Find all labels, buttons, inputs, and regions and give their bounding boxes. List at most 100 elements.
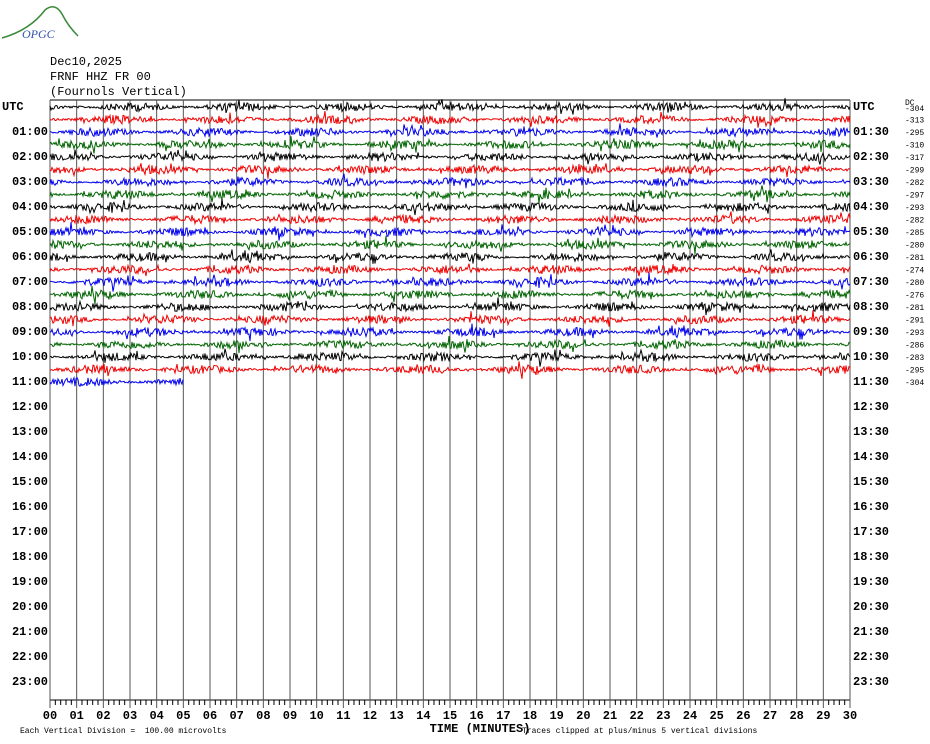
right-time-label: 14:30 [853, 450, 889, 464]
right-time-label: 12:30 [853, 400, 889, 414]
dc-label: DC [905, 99, 915, 108]
dc-offset: -274 [905, 267, 924, 276]
dc-offset: -281 [905, 304, 924, 313]
x-tick-label: 23 [656, 709, 670, 723]
left-time-label: 23:00 [12, 675, 48, 689]
left-time-label: 10:00 [12, 350, 48, 364]
dc-offset: -280 [905, 279, 924, 288]
station: FRNF HHZ FR 00 [50, 70, 151, 84]
x-tick-label: 15 [443, 709, 457, 723]
seismic-trace [49, 348, 851, 367]
dc-offset: -281 [905, 254, 924, 263]
x-tick-label: 13 [389, 709, 403, 723]
seismic-trace [49, 185, 851, 204]
seismic-trace [49, 163, 851, 179]
left-time-label: UTC [2, 100, 24, 114]
right-time-label: 11:30 [853, 375, 889, 389]
x-tick-label: 07 [229, 709, 243, 723]
right-time-label: 02:30 [853, 150, 889, 164]
left-time-label: 04:00 [12, 200, 48, 214]
right-time-label: 13:30 [853, 425, 889, 439]
right-time-label: 07:30 [853, 275, 889, 289]
left-time-label: 07:00 [12, 275, 48, 289]
dc-offset: -293 [905, 329, 924, 338]
seismic-trace [49, 310, 851, 327]
logo: OPGC [22, 27, 56, 41]
x-tick-label: 24 [683, 709, 697, 723]
x-tick-label: 19 [549, 709, 563, 723]
left-time-label: 22:00 [12, 650, 48, 664]
seismic-trace [49, 235, 851, 254]
seismic-trace [49, 198, 851, 216]
x-tick-label: 08 [256, 709, 270, 723]
seismic-trace [49, 272, 851, 292]
left-time-label: 12:00 [12, 400, 48, 414]
left-time-label: 19:00 [12, 575, 48, 589]
seismic-trace [49, 361, 851, 379]
dc-offset: -304 [905, 105, 924, 114]
dc-offset: -299 [905, 167, 924, 176]
seismic-trace [49, 211, 851, 226]
dc-offset: -295 [905, 367, 924, 376]
x-tick-label: 02 [96, 709, 110, 723]
seismic-trace [49, 149, 851, 165]
left-time-label: 14:00 [12, 450, 48, 464]
dc-offset: -276 [905, 292, 924, 301]
right-time-label: 20:30 [853, 600, 889, 614]
dc-offset: -282 [905, 179, 924, 188]
left-time-label: 03:00 [12, 175, 48, 189]
x-tick-label: 01 [69, 709, 83, 723]
left-time-label: 01:00 [12, 125, 48, 139]
clip-note: Traces clipped at plus/minus 5 vertical … [522, 727, 757, 736]
seismic-trace [49, 286, 851, 304]
seismic-trace [49, 222, 851, 241]
seismic-trace [49, 376, 184, 388]
left-time-label: 16:00 [12, 500, 48, 514]
seismic-trace [49, 263, 851, 277]
seismic-trace [49, 249, 851, 264]
x-tick-label: 17 [496, 709, 510, 723]
x-tick-label: 29 [816, 709, 830, 723]
right-time-label: 01:30 [853, 125, 889, 139]
dc-offset: -310 [905, 142, 924, 151]
x-tick-label: 03 [123, 709, 137, 723]
seismic-trace [49, 98, 851, 115]
right-time-label: 15:30 [853, 475, 889, 489]
scale-note: Each Vertical Division = 100.00 microvol… [20, 727, 227, 736]
x-tick-label: 05 [176, 709, 190, 723]
right-time-label: 23:30 [853, 675, 889, 689]
seismic-trace [49, 323, 851, 342]
right-time-label: 09:30 [853, 325, 889, 339]
dc-offset: -295 [905, 129, 924, 138]
seismic-trace [49, 335, 851, 354]
right-time-label: 22:30 [853, 650, 889, 664]
x-tick-label: 28 [789, 709, 803, 723]
left-time-label: 09:00 [12, 325, 48, 339]
x-tick-label: 18 [523, 709, 537, 723]
right-time-label: 17:30 [853, 525, 889, 539]
x-axis-label: TIME (MINUTES) [430, 722, 531, 736]
left-time-label: 20:00 [12, 600, 48, 614]
x-tick-label: 30 [843, 709, 857, 723]
left-time-label: 17:00 [12, 525, 48, 539]
left-time-label: 15:00 [12, 475, 48, 489]
x-tick-label: 09 [283, 709, 297, 723]
dc-offset: -280 [905, 242, 924, 251]
right-time-label: 05:30 [853, 225, 889, 239]
right-time-label: 18:30 [853, 550, 889, 564]
x-tick-label: 20 [576, 709, 590, 723]
logo-curve [1, 6, 79, 39]
right-time-label: 04:30 [853, 200, 889, 214]
x-tick-label: 00 [43, 709, 57, 723]
right-time-label: 16:30 [853, 500, 889, 514]
seismic-trace [49, 123, 851, 139]
x-tick-label: 26 [736, 709, 750, 723]
x-tick-label: 25 [709, 709, 723, 723]
dc-offset: -313 [905, 117, 924, 126]
dc-offset: -293 [905, 204, 924, 213]
seismic-trace [49, 110, 851, 128]
x-tick-label: 21 [603, 709, 617, 723]
right-time-label: 03:30 [853, 175, 889, 189]
